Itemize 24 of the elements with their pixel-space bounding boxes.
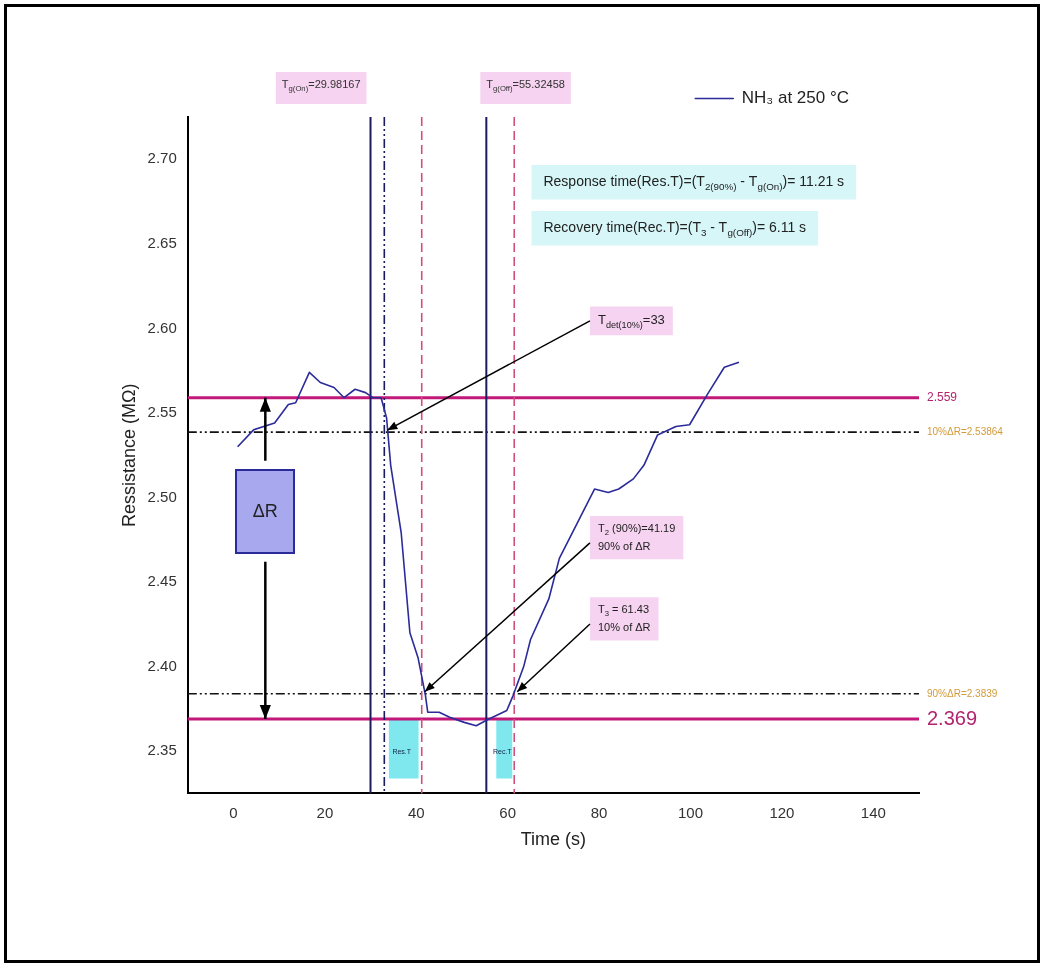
- x-tick-label: 120: [769, 803, 795, 821]
- ref-line-label: 2.559: [927, 390, 958, 405]
- y-axis-title: Ressistance (MΩ): [118, 383, 139, 527]
- y-tick-label: 2.45: [147, 572, 177, 590]
- x-tick-label: 20: [316, 803, 334, 821]
- label-box: ΔR: [235, 468, 296, 554]
- x-axis-title: Time (s): [520, 829, 587, 850]
- x-tick-label: 80: [590, 803, 608, 821]
- x-tick-label: 40: [407, 803, 425, 821]
- legend-label: NH₃ at 250 °C: [741, 88, 849, 108]
- y-tick-label: 2.40: [147, 656, 177, 674]
- ref-line-label: 2.369: [927, 706, 978, 729]
- x-tick-label: 140: [860, 803, 886, 821]
- y-tick-label: 2.60: [147, 318, 177, 336]
- y-tick-label: 2.50: [147, 487, 177, 505]
- y-tick-label: 2.65: [147, 233, 177, 251]
- x-tick-label: 0: [229, 803, 238, 821]
- y-tick-label: 2.55: [147, 403, 177, 421]
- x-tick-label: 60: [499, 803, 517, 821]
- ref-line-label: 10%ΔR=2.53864: [927, 425, 1004, 437]
- ref-line-label: 90%ΔR=2.3839: [927, 687, 998, 699]
- y-tick-label: 2.35: [147, 741, 177, 759]
- y-tick-label: 2.70: [147, 149, 177, 167]
- x-tick-label: 100: [677, 803, 704, 821]
